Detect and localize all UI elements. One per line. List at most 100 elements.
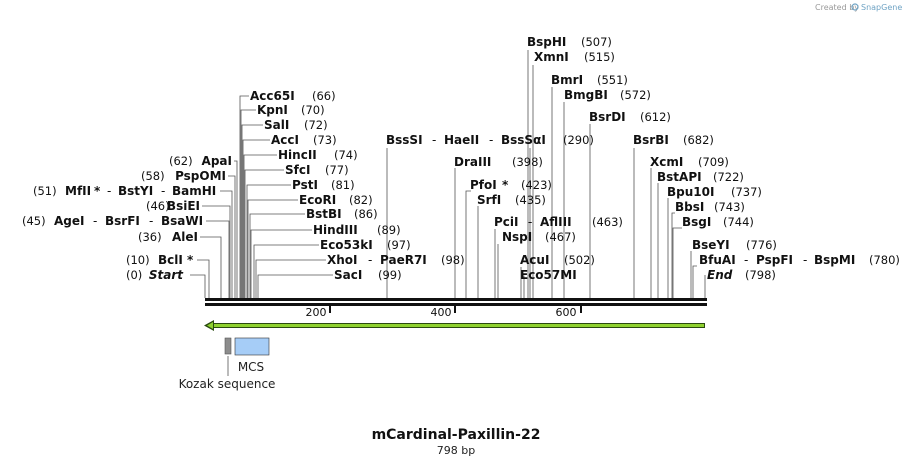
site-acc65i[interactable]: Acc65I xyxy=(250,89,295,103)
leader-saci xyxy=(257,274,333,298)
site-bsssi-sep2: - xyxy=(489,133,493,147)
backbone-top-strand xyxy=(205,298,707,301)
site-bbsi[interactable]: BbsI xyxy=(675,200,704,214)
site-bstapi[interactable]: BstAPI xyxy=(657,170,702,184)
feature-kozak[interactable]: Kozak sequence xyxy=(179,337,276,391)
site-bmri[interactable]: BmrI xyxy=(551,73,583,87)
site-acci[interactable]: AccI xyxy=(271,133,299,147)
site-bpu10i-pos: (737) xyxy=(731,185,762,199)
sequence-title: mCardinal-Paxillin-22 xyxy=(372,427,541,443)
site-bspmi[interactable]: BspMI xyxy=(814,253,855,267)
site-alei[interactable]: AleI xyxy=(172,230,198,244)
site-apai-pos: (62) xyxy=(169,154,193,168)
site-bsrdi[interactable]: BsrDI xyxy=(589,110,626,124)
site-pfoi[interactable]: PfoI xyxy=(470,178,497,192)
site-bsrfi[interactable]: BsrFI xyxy=(105,214,140,228)
leader-psti xyxy=(246,184,291,298)
site-pfoi-pos: (423) xyxy=(521,178,552,192)
site-eco57mi[interactable]: Eco57MI xyxy=(520,268,577,282)
site-haeii[interactable]: HaeII xyxy=(444,133,479,147)
site-xcmi-pos: (709) xyxy=(698,155,729,169)
site-sali-pos: (72) xyxy=(304,118,328,132)
site-end[interactable]: End xyxy=(707,268,733,282)
site-pspomi-pos: (58) xyxy=(141,169,165,183)
site-bcli[interactable]: BclI xyxy=(158,253,183,267)
leader-hincii xyxy=(243,154,277,298)
site-draiii[interactable]: DraIII xyxy=(454,155,491,169)
site-acc65i-pos: (66) xyxy=(312,89,336,103)
leader-acc65i xyxy=(239,95,249,298)
site-kpni[interactable]: KpnI xyxy=(257,103,288,117)
site-bfuai-pos: (780) xyxy=(869,253,900,267)
site-bstbi[interactable]: BstBI xyxy=(306,207,342,221)
orf-arrow-fill xyxy=(211,324,704,327)
site-bsawi[interactable]: BsaWI xyxy=(161,214,203,228)
leader-sfci xyxy=(244,169,284,298)
site-bsgi[interactable]: BsgI xyxy=(682,215,711,229)
mcs-label: MCS xyxy=(238,360,264,374)
site-bamhi[interactable]: BamHI xyxy=(172,184,216,198)
site-paer7i[interactable]: PaeR7I xyxy=(380,253,427,267)
site-sfci[interactable]: SfcI xyxy=(285,163,310,177)
site-bsiei[interactable]: BsiEI xyxy=(167,199,200,213)
leader-bsiei xyxy=(202,205,231,298)
site-nspi[interactable]: NspI xyxy=(502,230,532,244)
site-pcii[interactable]: PciI xyxy=(494,215,519,229)
site-bsphi-pos: (507) xyxy=(581,35,612,49)
site-pspfi[interactable]: PspFI xyxy=(756,253,793,267)
site-pspomi[interactable]: PspOMI xyxy=(175,169,226,183)
site-eco53ki[interactable]: Eco53kI xyxy=(320,238,373,252)
site-bfuai[interactable]: BfuAI xyxy=(699,253,736,267)
site-bsrdi-pos: (612) xyxy=(640,110,671,124)
site-start[interactable]: Start xyxy=(149,268,184,282)
site-xhoi[interactable]: XhoI xyxy=(327,253,358,267)
orf-arrow[interactable] xyxy=(204,320,705,331)
snapgene-logo: SnapGene xyxy=(851,3,902,12)
site-pfoi-star: * xyxy=(502,178,509,192)
sequence-backbone[interactable] xyxy=(205,298,707,306)
site-hincii[interactable]: HincII xyxy=(278,148,317,162)
site-xmni[interactable]: XmnI xyxy=(534,50,569,64)
site-bbsi-pos: (743) xyxy=(714,200,745,214)
site-acui[interactable]: AcuI xyxy=(520,253,549,267)
site-xcmi[interactable]: XcmI xyxy=(650,155,683,169)
site-afliii[interactable]: AflIII xyxy=(540,215,572,229)
snapgene-brand: SnapGene xyxy=(861,3,902,12)
tick-label-400: 400 xyxy=(431,306,452,319)
site-bsrbi[interactable]: BsrBI xyxy=(633,133,669,147)
site-bmri-pos: (551) xyxy=(597,73,628,87)
leader-bcli xyxy=(197,259,210,298)
site-agei[interactable]: AgeI xyxy=(54,214,84,228)
site-bsgi-pos: (744) xyxy=(723,215,754,229)
site-xhoi-sep1: - xyxy=(368,253,372,267)
site-bpu10i[interactable]: Bpu10I xyxy=(667,185,714,199)
site-bsphi[interactable]: BspHI xyxy=(527,35,566,49)
site-alei-pos: (36) xyxy=(138,230,162,244)
site-acui-pos: (502) xyxy=(564,253,595,267)
site-ecori[interactable]: EcoRI xyxy=(299,193,336,207)
site-mfli[interactable]: MfII xyxy=(65,184,91,198)
site-mfli-pos: (51) xyxy=(33,184,57,198)
site-agei-pos: (45) xyxy=(22,214,46,228)
site-nspi-pos: (467) xyxy=(545,230,576,244)
site-saci[interactable]: SacI xyxy=(334,268,362,282)
site-bssaalphai[interactable]: BssSαI xyxy=(501,133,546,147)
site-bsssi[interactable]: BssSI xyxy=(386,133,423,147)
site-psti[interactable]: PstI xyxy=(292,178,318,192)
site-pcii-sep1: - xyxy=(528,215,532,229)
leader-xhoi xyxy=(255,259,326,298)
kozak-label: Kozak sequence xyxy=(179,377,276,391)
feature-mcs[interactable]: MCS xyxy=(234,337,270,374)
site-sali[interactable]: SalI xyxy=(264,118,289,132)
tick-label-600: 600 xyxy=(556,306,577,319)
site-apai[interactable]: ApaI xyxy=(202,154,232,168)
leader-eco53ki xyxy=(253,244,319,298)
site-srfi[interactable]: SrfI xyxy=(477,193,501,207)
site-bstyi[interactable]: BstYI xyxy=(118,184,153,198)
site-hindiii[interactable]: HindIII xyxy=(313,223,358,237)
leader-bstbi xyxy=(249,213,305,298)
site-bseyi[interactable]: BseYI xyxy=(692,238,730,252)
sequence-length: 798 bp xyxy=(437,444,475,457)
site-bmgbi[interactable]: BmgBI xyxy=(564,88,608,102)
site-xhoi-pos: (98) xyxy=(441,253,465,267)
